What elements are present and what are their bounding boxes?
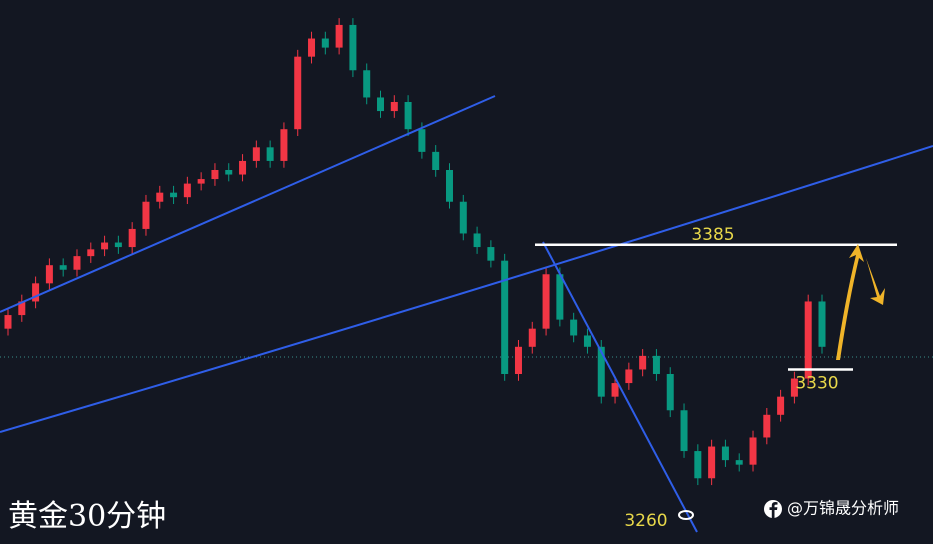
candle-body (652, 355, 660, 374)
author-icon-glyph (769, 502, 778, 518)
arrow (866, 258, 885, 305)
candle-body (818, 301, 826, 347)
candle-body (404, 102, 412, 130)
candle-body (225, 170, 233, 175)
candle-body (156, 192, 164, 202)
levels: 3385 3330 (535, 225, 897, 393)
candle-body (363, 70, 371, 98)
candle-body (101, 242, 109, 250)
candle-body (349, 24, 357, 71)
candle-body (142, 201, 150, 229)
candle-body (128, 228, 136, 248)
candle-body (625, 369, 633, 384)
candle-body (542, 274, 550, 329)
candle-body (597, 346, 605, 397)
candle-body (473, 233, 481, 248)
candle-body (804, 301, 812, 379)
level-label: 3330 (795, 373, 838, 393)
candle-body (170, 192, 178, 198)
candle-body (18, 301, 26, 316)
candle-body (4, 315, 12, 329)
candle-body (487, 247, 495, 261)
candles (4, 18, 826, 486)
candle-body (445, 170, 453, 202)
candle-body (749, 437, 757, 465)
candle-body (777, 396, 785, 415)
candle-body (87, 249, 95, 257)
candle-body (528, 328, 536, 347)
candle-body (59, 265, 67, 270)
candle-body (45, 265, 53, 284)
candle-body (666, 374, 674, 411)
trend-line (542, 241, 698, 533)
candle-body (763, 414, 771, 438)
candle-body (432, 151, 440, 170)
arrow (836, 244, 864, 360)
candle-body (183, 183, 191, 198)
candle-body (32, 283, 40, 302)
level-label: 3260 (624, 511, 667, 531)
candle-body (73, 256, 81, 270)
candle-body (377, 97, 385, 112)
trend-line (0, 145, 933, 433)
trend-line (0, 95, 496, 313)
candle-body (321, 38, 329, 48)
candle-body (570, 319, 578, 336)
candle-body (556, 274, 564, 320)
candle-body (735, 460, 743, 465)
candle-body (280, 129, 288, 161)
candle-body (211, 170, 219, 180)
candle-body (266, 147, 274, 161)
candle-body (583, 335, 591, 347)
candle-body (611, 383, 619, 397)
low-marker (678, 510, 694, 520)
candle-body (335, 24, 343, 48)
candle-body (680, 410, 688, 452)
candle-body (308, 38, 316, 57)
candle-body (514, 346, 522, 374)
candle-body (694, 451, 702, 479)
candle-body (639, 355, 647, 370)
candle-body (459, 201, 467, 234)
candle-body (239, 160, 247, 175)
candle-body (197, 179, 205, 184)
candle-body (252, 147, 260, 161)
candle-body (708, 446, 716, 479)
candle-body (294, 56, 302, 130)
watermark-title: 黄金30分钟 (8, 499, 166, 534)
watermark-author: @万锦晟分析师 (787, 499, 899, 518)
level-label: 3385 (691, 225, 734, 245)
candle-body (501, 260, 509, 374)
candle-body (790, 378, 798, 397)
candle-body (114, 242, 122, 248)
candle-body (721, 446, 729, 461)
candle-body (418, 129, 426, 152)
candle-body (390, 102, 398, 112)
